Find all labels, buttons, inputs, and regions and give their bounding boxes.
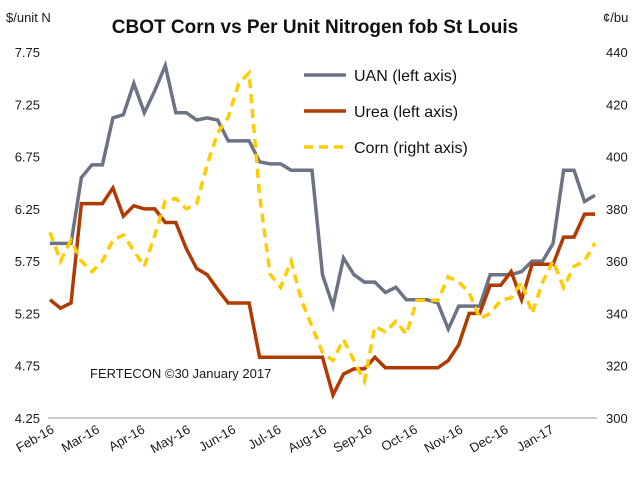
x-tick-label: Mar-16 [59,422,102,456]
x-axis: Feb-16 Mar-16 Apr-16 May-16 Jun-16 Jul-16 Aug-… [13,422,556,457]
x-tick-label: Sep-16 [331,422,375,456]
right-y-tick-label: 440 [606,45,628,60]
series-layer [48,59,597,400]
right-y-tick-label: 400 [606,150,628,165]
series-line-corn [48,68,597,387]
left-y-tick-label: 6.25 [15,202,40,217]
left-y-tick-label: 4.25 [15,411,40,426]
left-y-tick-label: 5.75 [15,254,40,269]
x-tick-label: Jun-16 [196,422,238,455]
right-axis-unit: ¢/bu [603,10,628,25]
series-line-urea [48,184,595,400]
x-tick-label: Feb-16 [13,422,56,456]
left-y-tick-label: 6.75 [15,150,40,165]
left-y-tick-label: 7.25 [15,97,40,112]
x-tick-label: Jul-16 [245,422,283,453]
source-annotation: FERTECON ©30 January 2017 [90,366,271,381]
legend: UAN (left axis) Urea (left axis) Corn (r… [304,68,468,157]
x-tick-label: Jan-17 [514,422,556,455]
x-tick-label: Apr-16 [106,422,147,455]
x-tick-label: Nov-16 [421,422,465,456]
x-tick-label: Dec-16 [467,422,511,456]
x-tick-label: Oct-16 [379,422,420,454]
legend-label-uan: UAN (left axis) [354,68,457,85]
left-y-tick-label: 7.75 [15,45,40,60]
left-y-axis: 4.25 4.75 5.25 5.75 6.25 6.75 7.25 7.75 [15,45,40,426]
right-y-tick-label: 380 [606,202,628,217]
legend-label-corn: Corn (right axis) [354,140,468,157]
right-y-tick-label: 340 [606,306,628,321]
left-y-tick-label: 5.25 [15,306,40,321]
right-y-tick-label: 300 [606,411,628,426]
right-y-tick-label: 420 [606,97,628,112]
left-y-tick-label: 4.75 [15,359,40,374]
right-y-tick-label: 320 [606,359,628,374]
series-line-uan [50,59,596,334]
legend-label-urea: Urea (left axis) [354,104,458,121]
x-tick-label: May-16 [148,422,193,457]
x-tick-label: Aug-16 [285,422,329,456]
right-y-axis: 300 320 340 360 380 400 420 440 [606,45,628,426]
right-y-tick-label: 360 [606,254,628,269]
left-axis-unit: $/unit N [6,10,51,25]
chart-title: CBOT Corn vs Per Unit Nitrogen fob St Lo… [112,17,518,38]
